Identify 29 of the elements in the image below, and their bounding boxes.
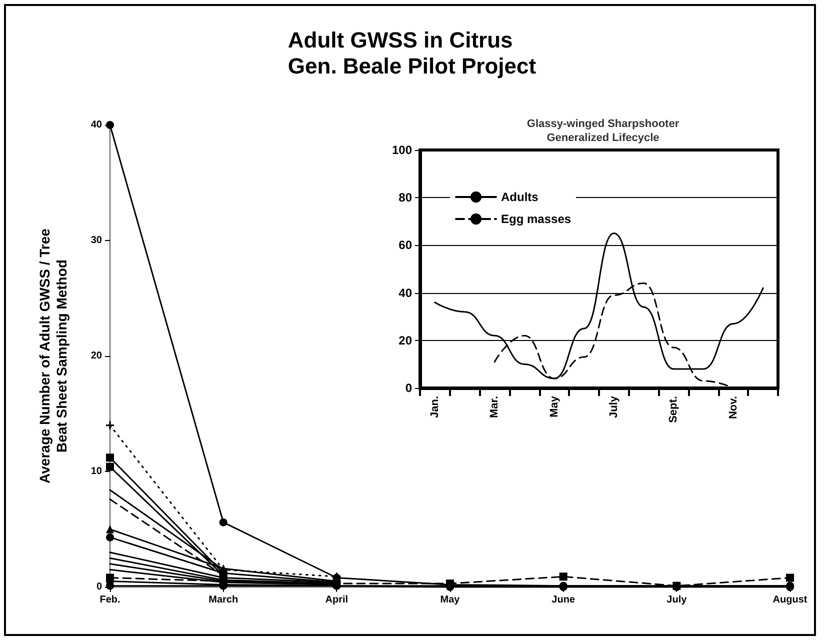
x-tick-label: August [772, 594, 808, 606]
chart-title: Glassy-winged Sharpshooter Generalized Lifecycle [526, 118, 680, 144]
x-tick-label: July [666, 594, 688, 606]
y-tick-label: 20 [398, 333, 412, 348]
y-tick-label: 20 [90, 350, 102, 362]
y-tick-label: 100 [392, 143, 412, 157]
x-tick-label: Jan. [428, 396, 441, 418]
y-tick-label: 0 [405, 381, 412, 395]
chart-title: Adult GWSS in Citrus Gen. Beale Pilot Project [288, 28, 537, 78]
x-tick-label: May [440, 594, 460, 606]
x-tick-label: March [208, 594, 238, 606]
y-tick-label: 80 [398, 190, 412, 205]
x-tick-label: Feb. [100, 594, 120, 606]
x-tick-label: May [548, 395, 560, 418]
y-tick-label: 0 [96, 582, 102, 592]
x-tick-label: Nov. [727, 396, 740, 420]
y-axis-title: Average Number of Adult GWSS / Tree Beat Sheet Sampling Method [36, 228, 70, 484]
legend-label: Adults [501, 190, 539, 204]
legend-label: Egg masses [501, 212, 572, 226]
y-tick-label: 30 [90, 235, 102, 246]
x-tick-label: July [608, 395, 620, 418]
x-tick-label: June [552, 594, 576, 606]
y-tick-label: 40 [90, 120, 102, 130]
x-tick-label: Mar. [488, 396, 501, 418]
x-tick-label: April [325, 594, 348, 606]
y-tick-label: 40 [398, 286, 412, 300]
y-tick-label: 10 [90, 466, 102, 477]
y-tick-label: 60 [398, 238, 412, 252]
x-tick-label: Sept. [668, 396, 680, 423]
